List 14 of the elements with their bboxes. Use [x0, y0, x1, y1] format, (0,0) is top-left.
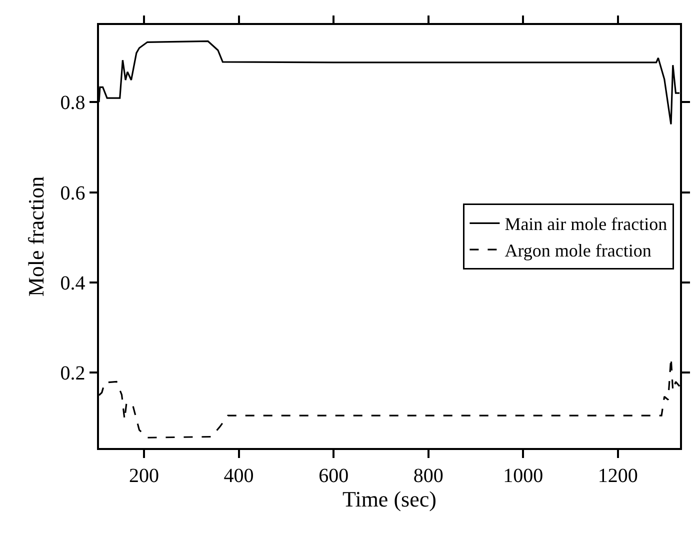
x-tick-label: 600 — [318, 464, 349, 487]
legend-label: Argon mole fraction — [504, 240, 652, 261]
legend-label: Main air mole fraction — [504, 214, 668, 234]
y-tick-label: 0.6 — [60, 182, 86, 204]
x-tick-label: 1200 — [598, 464, 638, 487]
x-tick-label: 200 — [129, 464, 160, 487]
y-tick-label: 0.4 — [60, 272, 86, 294]
x-tick-label: 400 — [224, 464, 254, 487]
x-tick-label: 1000 — [503, 464, 544, 487]
x-axis-title: Time (sec) — [342, 486, 436, 512]
y-tick-label: 0.2 — [60, 362, 86, 385]
y-axis-title: Mole fraction — [24, 176, 49, 297]
x-tick-label: 800 — [413, 464, 444, 487]
y-tick-label: 0.8 — [60, 92, 86, 114]
